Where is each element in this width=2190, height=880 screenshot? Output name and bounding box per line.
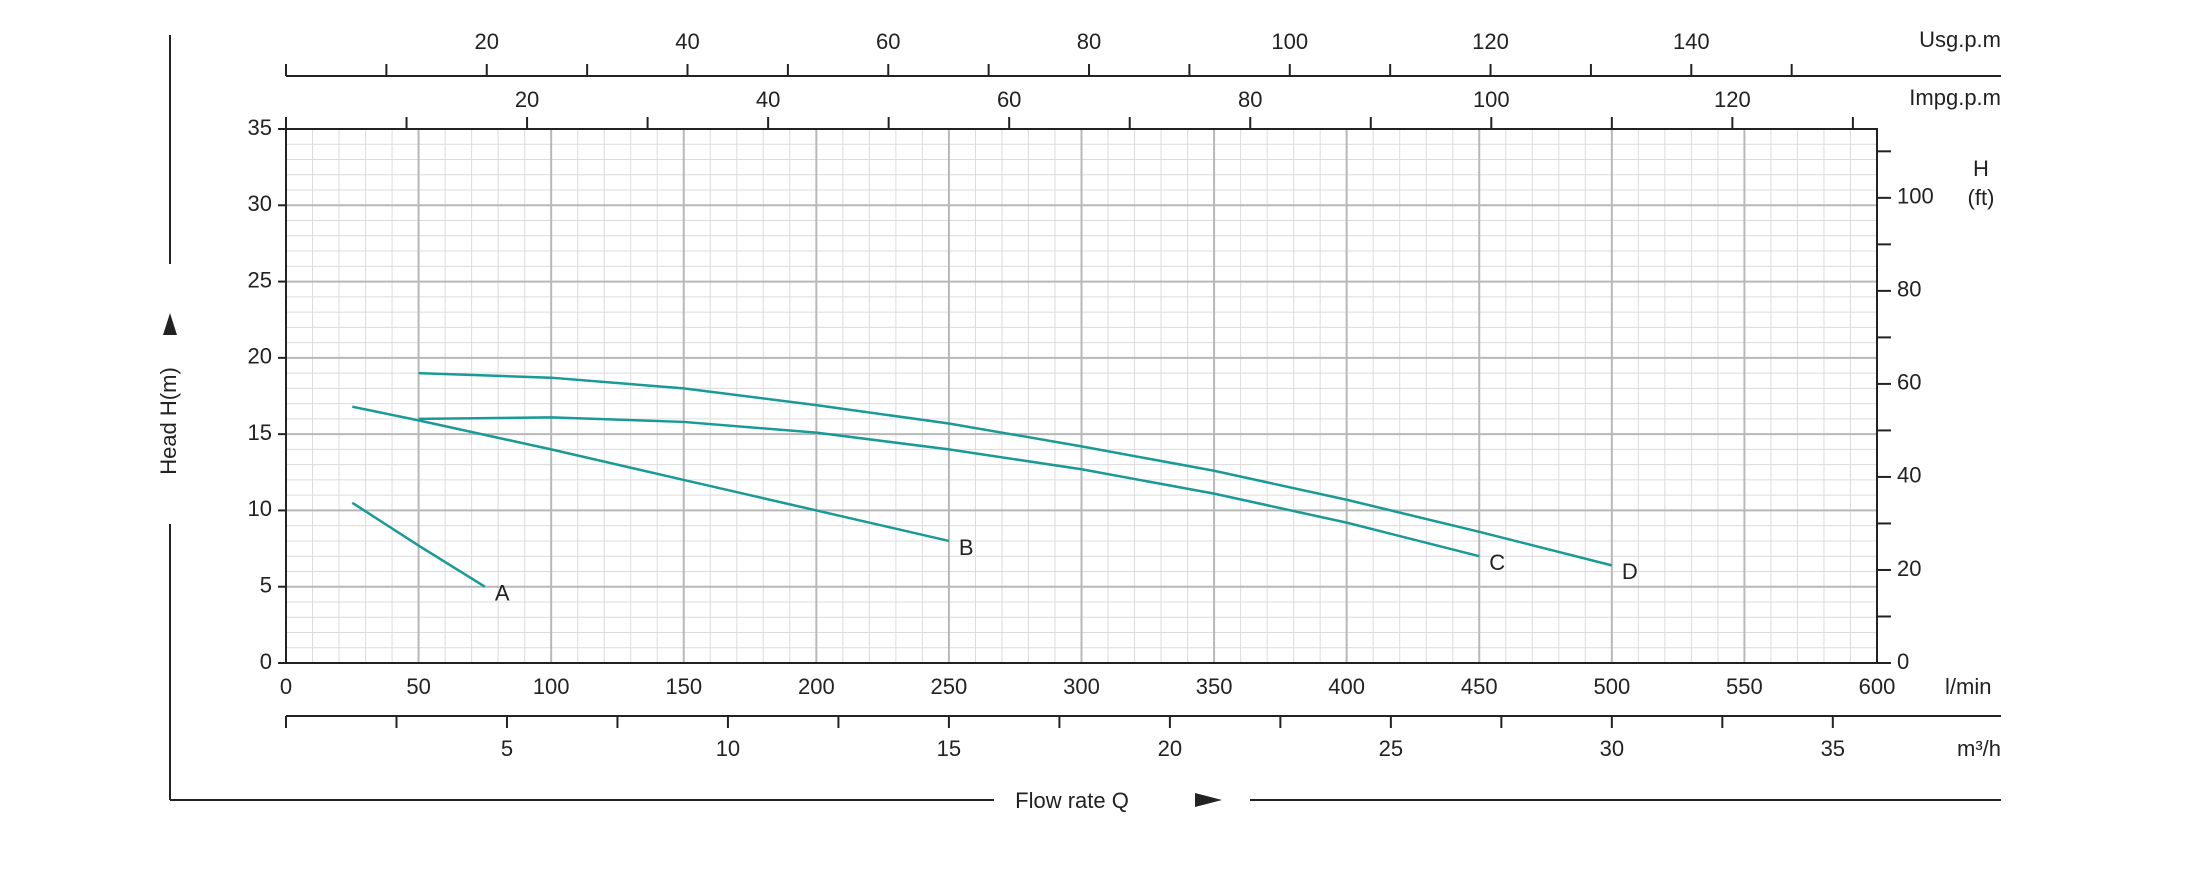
- y-tick-label: 15: [248, 420, 272, 445]
- y2-unit: (ft): [1968, 185, 1995, 210]
- axis-unit: m³/h: [1957, 736, 2001, 761]
- x-tick-label: 150: [665, 674, 702, 699]
- y2-tick-label: 60: [1897, 370, 1921, 395]
- y2-tick-label: 80: [1897, 277, 1921, 302]
- axis-tick-label: 15: [937, 736, 961, 761]
- y2-axis-label: H: [1973, 156, 1989, 181]
- axis-tick-label: 40: [756, 87, 780, 112]
- y-axis-label: Head H(m): [156, 367, 181, 475]
- axis-tick-label: 20: [475, 29, 499, 54]
- axis-tick-label: 35: [1821, 736, 1845, 761]
- x-axis-label: Flow rate Q: [1015, 788, 1129, 813]
- axis-tick-label: 140: [1673, 29, 1710, 54]
- y2-tick-label: 0: [1897, 649, 1909, 674]
- axis-tick-label: 100: [1473, 87, 1510, 112]
- x-tick-label: 200: [798, 674, 835, 699]
- axis-tick-label: 120: [1472, 29, 1509, 54]
- curve: [352, 405, 950, 543]
- axis-tick-label: 20: [515, 87, 539, 112]
- x-tick-label: 400: [1328, 674, 1365, 699]
- axis-tick-label: 30: [1600, 736, 1624, 761]
- axis-tick-label: 20: [1158, 736, 1182, 761]
- y-tick-label: 5: [260, 573, 272, 598]
- arrow-up: [163, 313, 177, 335]
- y2-tick-label: 100: [1897, 184, 1934, 209]
- axis-unit: Usg.p.m: [1919, 27, 2001, 52]
- y-tick-label: 10: [248, 496, 272, 521]
- x-tick-label: 250: [931, 674, 968, 699]
- axis-tick-label: 5: [501, 736, 513, 761]
- axis-tick-label: 60: [876, 29, 900, 54]
- x-tick-label: 600: [1859, 674, 1896, 699]
- y-tick-label: 25: [248, 267, 272, 292]
- axis-tick-label: 80: [1077, 29, 1101, 54]
- x-tick-label: 500: [1593, 674, 1630, 699]
- series-label: D: [1622, 559, 1638, 584]
- axis-tick-label: 120: [1714, 87, 1751, 112]
- x-tick-label: 550: [1726, 674, 1763, 699]
- curve: [418, 416, 1480, 558]
- x-tick-label: 100: [533, 674, 570, 699]
- x-unit: l/min: [1945, 674, 1991, 699]
- y-tick-label: 30: [248, 191, 272, 216]
- y2-tick-label: 20: [1897, 556, 1921, 581]
- x-tick-label: 450: [1461, 674, 1498, 699]
- axis-tick-label: 25: [1379, 736, 1403, 761]
- series-label: A: [495, 581, 510, 606]
- y-tick-label: 20: [248, 344, 272, 369]
- axis-tick-label: 60: [997, 87, 1021, 112]
- x-tick-label: 300: [1063, 674, 1100, 699]
- axis-unit: Impg.p.m: [1909, 85, 2001, 110]
- x-tick-label: 50: [406, 674, 430, 699]
- series-label: C: [1489, 550, 1505, 575]
- axis-tick-label: 40: [675, 29, 699, 54]
- arrow-right: [1195, 793, 1222, 807]
- series-label: B: [959, 535, 974, 560]
- axis-tick-label: 10: [716, 736, 740, 761]
- axis-tick-label: 80: [1238, 87, 1262, 112]
- y-tick-label: 0: [260, 649, 272, 674]
- x-tick-label: 0: [280, 674, 292, 699]
- axis-tick-label: 100: [1271, 29, 1308, 54]
- curve: [351, 501, 486, 588]
- x-tick-label: 350: [1196, 674, 1233, 699]
- curve: [418, 371, 1613, 567]
- y2-tick-label: 40: [1897, 463, 1921, 488]
- y-tick-label: 35: [248, 115, 272, 140]
- plot-border: [285, 128, 1878, 664]
